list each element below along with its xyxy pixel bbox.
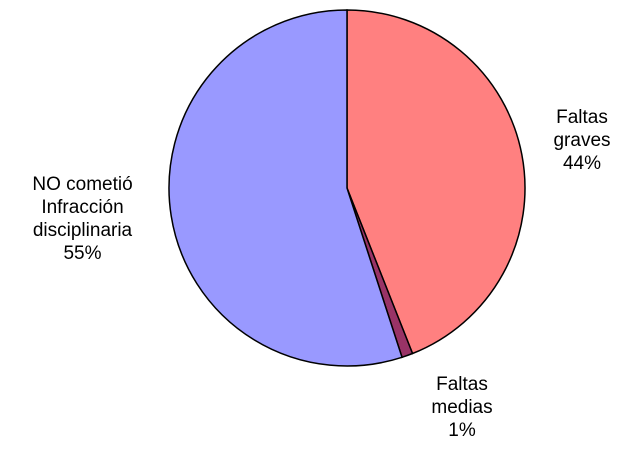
category-name: Faltas medias xyxy=(431,374,493,418)
value-label: 1% xyxy=(448,420,476,441)
value-label: 44% xyxy=(562,153,602,174)
slice-label: NO cometió Infracción disciplinaria 55% xyxy=(0,173,165,265)
category-name: NO cometió Infracción disciplinaria xyxy=(32,174,133,241)
value-label: 55% xyxy=(63,243,102,264)
pie-slice xyxy=(346,9,526,355)
category-name: Faltas graves xyxy=(553,107,611,151)
pie-slice xyxy=(168,9,403,367)
slice-label: Faltas graves 44% xyxy=(537,106,627,175)
slice-label: Faltas medias 1% xyxy=(412,373,512,442)
